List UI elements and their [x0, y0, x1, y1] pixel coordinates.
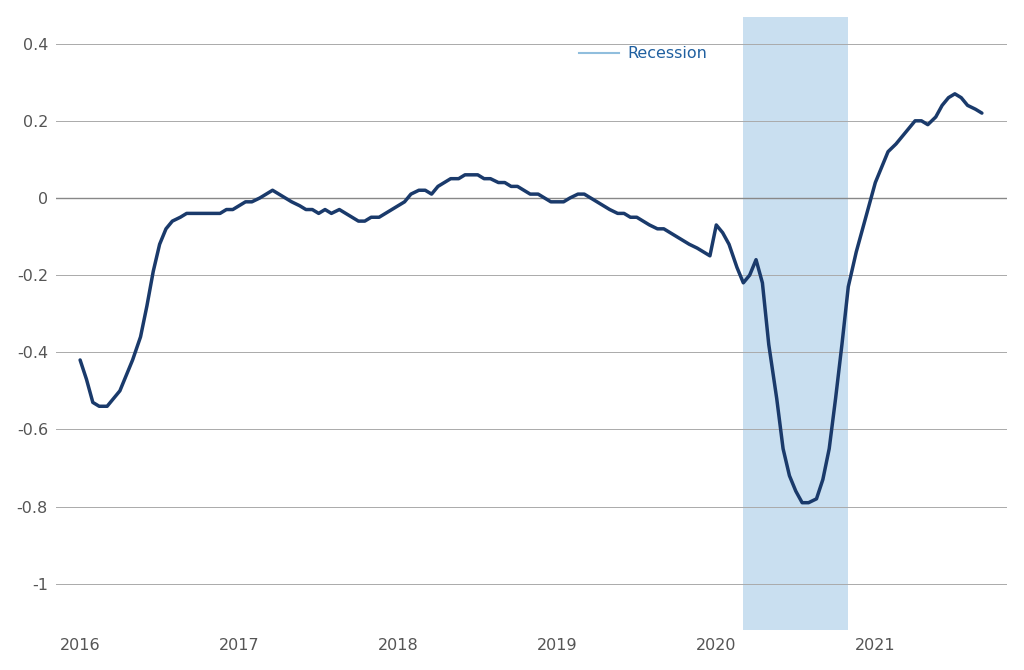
Bar	[743, 17, 848, 630]
Legend: Recession: Recession	[573, 40, 714, 68]
